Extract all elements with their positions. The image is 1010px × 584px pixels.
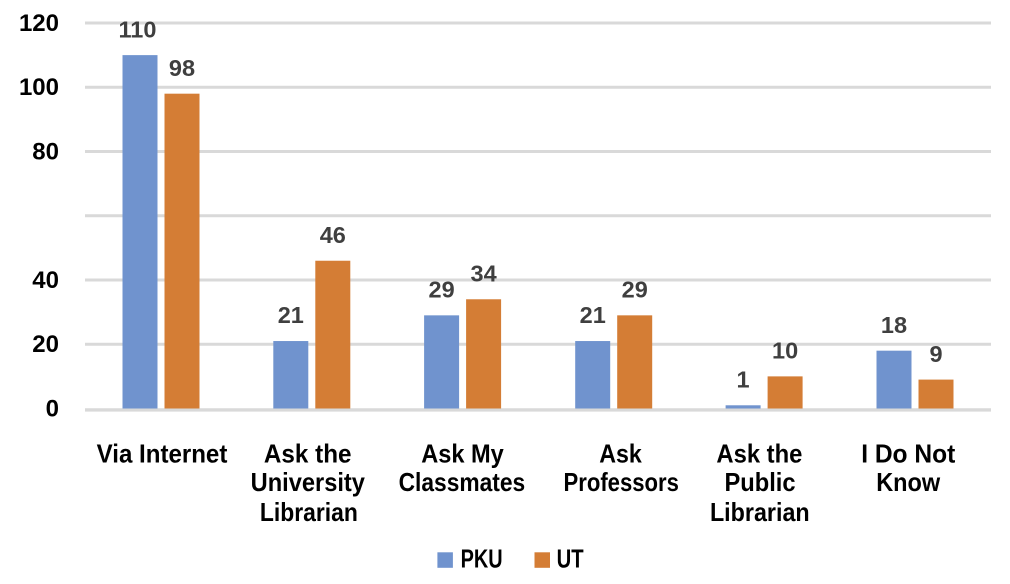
svg-text:0: 0	[46, 395, 59, 422]
svg-text:9: 9	[929, 341, 942, 367]
svg-text:40: 40	[32, 267, 59, 294]
svg-text:Librarian: Librarian	[260, 497, 358, 527]
svg-text:21: 21	[278, 302, 304, 328]
svg-text:PKU: PKU	[461, 544, 503, 574]
svg-text:29: 29	[622, 277, 648, 303]
svg-text:Classmates: Classmates	[399, 467, 526, 497]
svg-text:20: 20	[32, 331, 59, 358]
svg-text:110: 110	[119, 16, 157, 42]
svg-text:18: 18	[881, 312, 907, 338]
svg-text:1: 1	[737, 366, 750, 392]
svg-text:Know: Know	[876, 467, 941, 497]
svg-text:21: 21	[580, 302, 606, 328]
svg-text:120: 120	[19, 10, 59, 37]
svg-text:University: University	[251, 467, 366, 497]
svg-text:Ask the: Ask the	[716, 438, 802, 468]
svg-text:Via Internet: Via Internet	[97, 438, 228, 468]
svg-text:29: 29	[429, 277, 455, 303]
svg-text:80: 80	[32, 138, 59, 165]
svg-text:I Do Not: I Do Not	[861, 438, 955, 468]
svg-text:34: 34	[471, 260, 497, 286]
svg-text:Librarian: Librarian	[710, 497, 810, 527]
svg-text:Ask: Ask	[599, 438, 642, 468]
svg-text:10: 10	[772, 338, 798, 364]
svg-text:100: 100	[19, 74, 59, 101]
svg-text:46: 46	[320, 222, 346, 248]
svg-text:98: 98	[169, 55, 195, 81]
svg-text:Professors: Professors	[564, 467, 679, 497]
svg-text:Ask the: Ask the	[264, 438, 352, 468]
svg-text:UT: UT	[557, 544, 584, 574]
svg-text:Public: Public	[724, 467, 795, 497]
svg-text:Ask My: Ask My	[421, 438, 504, 468]
